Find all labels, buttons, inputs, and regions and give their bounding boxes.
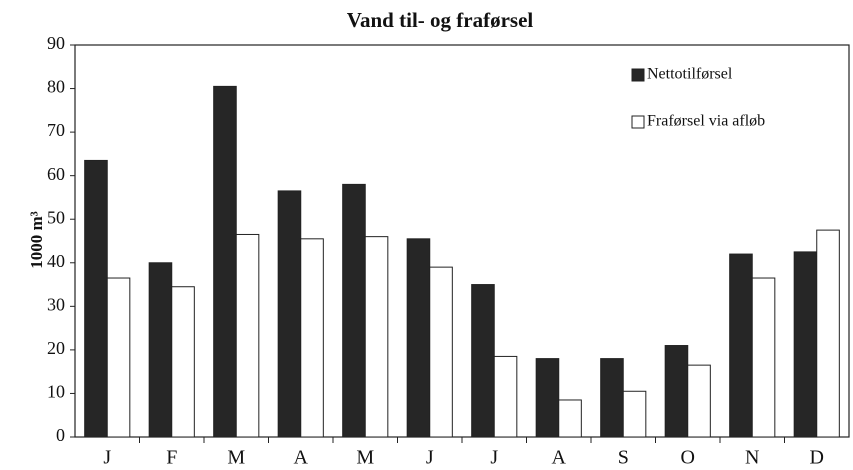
bar bbox=[235, 233, 260, 438]
bar bbox=[84, 159, 108, 438]
bar bbox=[751, 277, 776, 438]
bar bbox=[687, 364, 711, 438]
bar bbox=[793, 251, 818, 438]
y-tick-label: 70 bbox=[47, 120, 65, 140]
x-tick-label: D bbox=[810, 447, 824, 469]
bar bbox=[535, 358, 560, 438]
y-tick-label: 50 bbox=[47, 207, 65, 227]
y-axis-label: 1000 m³ bbox=[27, 211, 46, 269]
bar bbox=[622, 390, 647, 438]
legend-swatch bbox=[631, 115, 645, 129]
bar bbox=[471, 284, 495, 438]
x-tick-label: J bbox=[426, 447, 434, 469]
bar bbox=[493, 355, 518, 438]
bar bbox=[277, 190, 302, 438]
bar bbox=[106, 277, 131, 438]
y-tick-label: 60 bbox=[47, 164, 65, 184]
bar bbox=[558, 399, 582, 438]
y-tick-label: 80 bbox=[47, 77, 65, 97]
bar bbox=[171, 286, 195, 438]
bar bbox=[816, 229, 840, 438]
y-tick-label: 10 bbox=[47, 382, 65, 402]
y-tick-label: 0 bbox=[56, 425, 65, 445]
x-tick-label: M bbox=[227, 447, 245, 469]
y-tick-label: 90 bbox=[47, 33, 65, 53]
legend-label: Nettotilførsel bbox=[647, 66, 733, 83]
y-tick-label: 40 bbox=[47, 251, 65, 271]
x-tick-label: J bbox=[103, 447, 111, 469]
x-tick-label: F bbox=[166, 447, 177, 469]
x-tick-label: N bbox=[745, 447, 759, 469]
x-tick-label: O bbox=[681, 447, 695, 469]
x-tick-label: S bbox=[618, 447, 629, 469]
y-tick-label: 20 bbox=[47, 338, 65, 358]
x-tick-label: A bbox=[552, 447, 567, 469]
y-tick-label: 30 bbox=[47, 294, 65, 314]
bar bbox=[148, 262, 173, 438]
x-tick-label: A bbox=[294, 447, 309, 469]
bar bbox=[600, 358, 624, 438]
bar bbox=[342, 183, 366, 438]
bar bbox=[364, 236, 389, 438]
bar bbox=[406, 238, 431, 438]
bar bbox=[300, 238, 324, 438]
bar bbox=[429, 266, 453, 438]
bar bbox=[213, 85, 237, 438]
bar bbox=[729, 253, 753, 438]
legend-swatch bbox=[631, 68, 645, 82]
x-tick-label: M bbox=[356, 447, 374, 469]
chart-title: Vand til- og fraførsel bbox=[347, 8, 534, 32]
x-tick-label: J bbox=[490, 447, 498, 469]
legend-label: Fraførsel via afløb bbox=[647, 113, 765, 130]
bar bbox=[664, 345, 689, 438]
